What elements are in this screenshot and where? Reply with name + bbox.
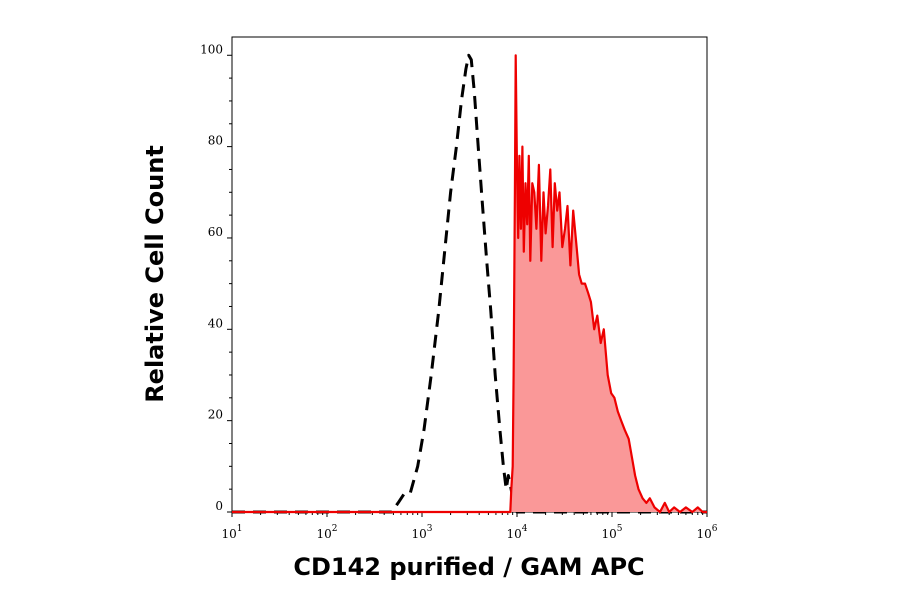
x-axis-ticks: 101 102 103 104 105 106 bbox=[221, 512, 718, 541]
y-tick-label: 80 bbox=[208, 134, 223, 148]
x-tick-label: 102 bbox=[316, 524, 337, 541]
x-axis-title: CD142 purified / GAM APC bbox=[293, 553, 644, 581]
y-tick-label: 60 bbox=[208, 225, 223, 239]
plot-area-frame bbox=[231, 36, 708, 513]
x-tick-label: 103 bbox=[411, 524, 432, 541]
series-1-line bbox=[232, 54, 707, 514]
y-tick-label: 40 bbox=[208, 316, 223, 330]
y-tick-label: 0 bbox=[215, 499, 223, 513]
series-1-fill bbox=[232, 55, 707, 513]
x-tick-label: 106 bbox=[696, 524, 717, 541]
x-tick-label: 105 bbox=[601, 524, 622, 541]
y-tick-label: 20 bbox=[208, 408, 223, 422]
x-tick-label: 104 bbox=[506, 524, 527, 541]
y-axis-minor-ticks bbox=[229, 77, 232, 490]
series-layer bbox=[232, 53, 707, 514]
y-tick-label: 100 bbox=[200, 42, 223, 56]
series-0-line bbox=[232, 53, 707, 514]
x-tick-label: 101 bbox=[221, 524, 242, 541]
y-axis-ticks: 0 20 40 60 80 100 bbox=[200, 42, 232, 513]
y-axis-title: Relative Cell Count bbox=[141, 145, 169, 403]
